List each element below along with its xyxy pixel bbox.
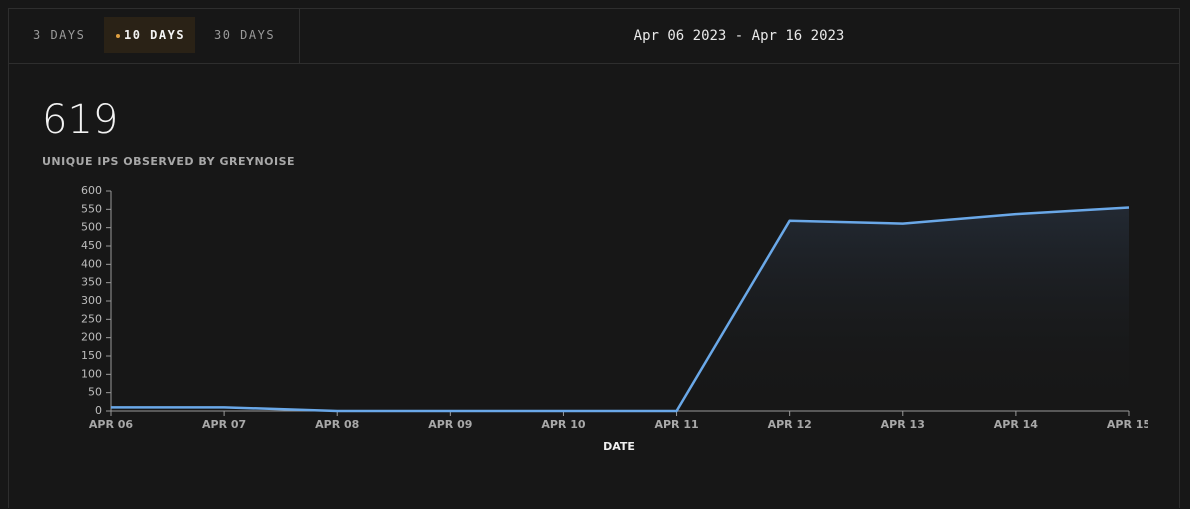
x-tick-label: APR 12 xyxy=(768,418,812,431)
y-tick-label: 550 xyxy=(81,202,102,215)
y-tick-label: 100 xyxy=(81,367,102,380)
line xyxy=(111,206,1130,413)
date-range: Apr 06 2023 - Apr 16 2023 xyxy=(633,28,845,44)
toolbar: 3 DAYS 10 DAYS 30 DAYS Apr 06 2023 - Apr… xyxy=(9,9,1179,64)
x-tick-label: APR 10 xyxy=(541,418,586,431)
area xyxy=(111,207,1129,411)
y-tick-label: 200 xyxy=(81,331,102,344)
tab-active[interactable]: 10 DAYS xyxy=(104,17,196,53)
y-tick-label: 0 xyxy=(95,404,102,417)
y-tick-label: 450 xyxy=(81,239,102,252)
stat-value: 619 xyxy=(42,97,119,143)
y-tick-label: 250 xyxy=(81,312,102,325)
chart: DATE 0 50 100 150 200 250 300 350 400 450 500 550 60… xyxy=(81,184,1148,453)
y-tick-label: 400 xyxy=(81,257,102,270)
y-tick-label: 600 xyxy=(81,184,102,197)
x-tick-label: APR 07 xyxy=(202,418,246,431)
y-tick-label: 300 xyxy=(81,294,102,307)
x-axis-label: DATE xyxy=(603,440,635,453)
x-tick-label: APR 14 xyxy=(994,418,1039,431)
y-tick-label: 150 xyxy=(81,349,102,362)
x-tick-label: APR 15 xyxy=(1107,418,1148,431)
tabs: 3 DAYS 10 DAYS 30 DAYS xyxy=(9,9,300,63)
tab-label: 10 DAYS xyxy=(124,28,186,42)
tab[interactable]: 3 DAYS xyxy=(33,28,86,42)
y-tick-label: 350 xyxy=(81,276,102,289)
panel: 3 DAYS 10 DAYS 30 DAYS Apr 06 2023 - Apr… xyxy=(8,8,1180,508)
stat-label: UNIQUE IPS OBSERVED BY GREYNOISE xyxy=(42,155,296,168)
x-tick-label: APR 08 xyxy=(315,418,359,431)
y-tick-label: 50 xyxy=(88,386,102,399)
tab[interactable]: 30 DAYS xyxy=(214,28,276,42)
y-tick-label: 500 xyxy=(81,221,102,234)
x-tick-label: APR 09 xyxy=(428,418,472,431)
x-tick-label: APR 06 xyxy=(89,418,134,431)
x-tick-label: APR 13 xyxy=(881,418,925,431)
x-tick-label: APR 11 xyxy=(654,418,698,431)
